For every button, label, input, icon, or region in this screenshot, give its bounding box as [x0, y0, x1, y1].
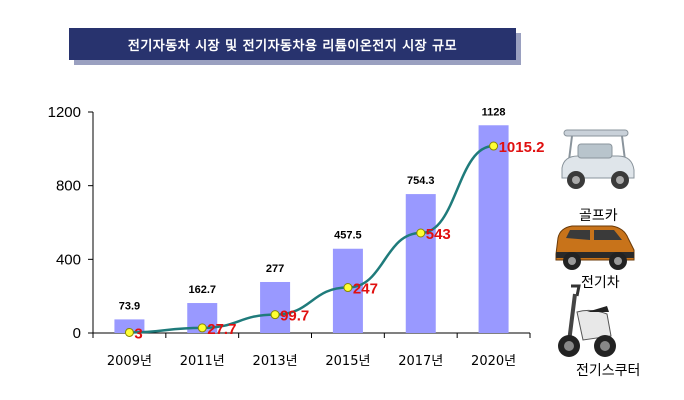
line-value-label: 1015.2 [499, 139, 545, 156]
line-point [197, 323, 207, 333]
line-value-label: 247 [353, 281, 378, 298]
x-tick-label: 2020년 [471, 354, 516, 369]
bar [478, 125, 509, 333]
line-point [343, 283, 353, 293]
vehicle-label-electric-scooter: 전기스쿠터 [576, 363, 641, 379]
bar-value-label: 277 [266, 263, 284, 275]
line-point [270, 310, 280, 320]
golf-cart-icon [561, 129, 635, 189]
vehicle-label-golf-cart: 골프카 [579, 208, 618, 224]
bar [260, 281, 291, 333]
bar-value-label: 754.3 [407, 175, 435, 187]
electric-scooter-icon [558, 284, 616, 357]
electric-car-icon [555, 225, 635, 270]
x-tick-label: 2013년 [253, 354, 298, 369]
line-value-label: 543 [426, 226, 451, 243]
line-point [124, 327, 134, 337]
y-tick-label: 800 [56, 178, 81, 195]
line-point [416, 228, 426, 238]
y-tick-label: 1200 [48, 104, 81, 121]
line-point [489, 141, 499, 151]
chart-title-banner: 전기자동차 시장 및 전기자동차용 리튬이온전지 시장 규모 [69, 28, 516, 60]
x-tick-label: 2009년 [107, 354, 152, 369]
line-value-label: 27.7 [207, 321, 236, 338]
bar [405, 194, 436, 333]
y-tick-label: 400 [56, 251, 81, 268]
vehicle-label-electric-car: 전기차 [581, 275, 620, 291]
bar [114, 319, 145, 333]
bar-value-label: 73.9 [119, 300, 140, 312]
y-tick-label: 0 [73, 325, 81, 342]
bar-value-label: 1128 [482, 106, 506, 118]
bar-value-label: 162.7 [188, 284, 216, 296]
x-tick-label: 2011년 [180, 354, 225, 369]
x-tick-label: 2017년 [398, 354, 443, 369]
x-tick-label: 2015년 [325, 354, 370, 369]
line-value-label: 3 [134, 325, 142, 342]
line-value-label: 99.7 [280, 308, 309, 325]
bar-value-label: 457.5 [334, 230, 362, 242]
chart-title: 전기자동차 시장 및 전기자동차용 리튬이온전지 시장 규모 [127, 38, 458, 54]
